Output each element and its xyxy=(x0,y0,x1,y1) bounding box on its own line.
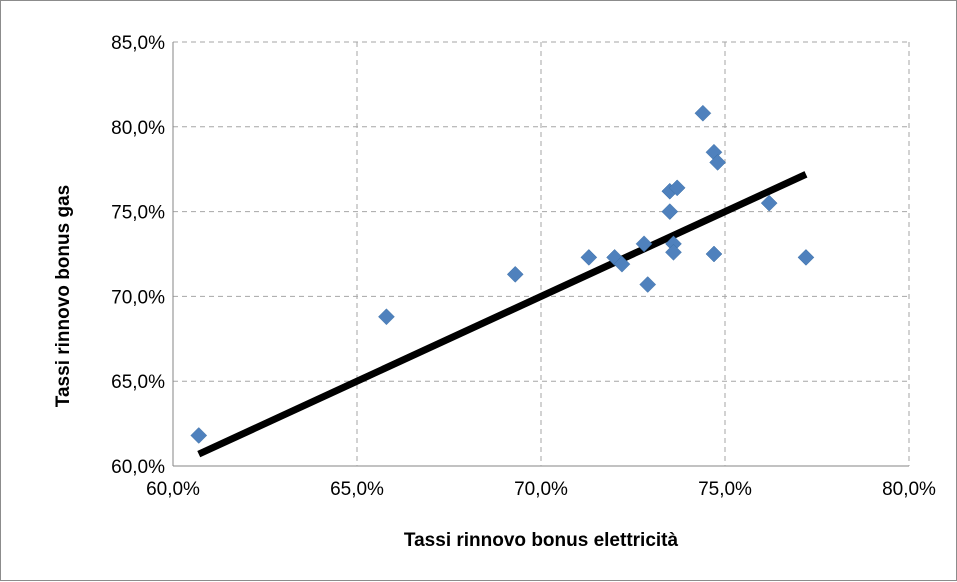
data-point xyxy=(694,104,712,122)
data-point xyxy=(665,243,682,261)
gridlines xyxy=(172,41,910,467)
data-point xyxy=(613,255,631,273)
data-point xyxy=(635,235,653,253)
trendline-group xyxy=(197,171,808,458)
y-tick-label: 60,0% xyxy=(111,457,165,478)
data-point xyxy=(661,203,679,220)
x-tick-label: 60,0% xyxy=(146,479,200,500)
data-point xyxy=(709,154,726,171)
x-tick-label: 80,0% xyxy=(882,479,936,500)
tick-labels: 60,0% 65,0% 70,0% 75,0% 80,0% 85,0% 60,0% 65,0%… xyxy=(111,33,936,500)
data-point xyxy=(190,427,208,444)
data-point xyxy=(506,265,524,283)
y-tick-label: 85,0% xyxy=(111,33,165,54)
x-tick-label: 65,0% xyxy=(330,479,384,500)
x-axis-title: Tassi rinnovo bonus elettricità xyxy=(404,530,679,551)
y-tick-label: 70,0% xyxy=(111,287,165,308)
data-point xyxy=(668,179,686,197)
y-axis-title: Tassi rinnovo bonus gas xyxy=(53,185,74,407)
y-tick-label: 65,0% xyxy=(111,372,165,393)
trendline xyxy=(197,171,808,458)
data-points xyxy=(190,104,815,444)
data-point xyxy=(760,194,778,212)
y-tick-label: 75,0% xyxy=(111,203,165,224)
data-point xyxy=(797,249,815,266)
data-point xyxy=(378,308,395,326)
data-point xyxy=(580,249,598,266)
x-tick-label: 75,0% xyxy=(698,479,752,500)
data-point xyxy=(705,245,723,263)
x-tick-label: 70,0% xyxy=(514,479,568,500)
data-point xyxy=(639,276,657,293)
y-tick-label: 80,0% xyxy=(111,118,165,139)
